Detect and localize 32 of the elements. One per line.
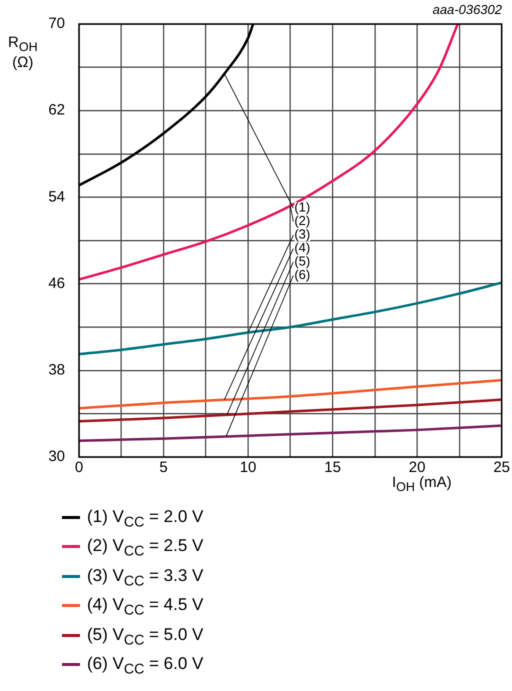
annotation: (5): [294, 254, 310, 269]
x-axis-title: I$_{OH}$ (mA): [392, 474, 452, 494]
line-series: [79, 424, 502, 442]
y-tick-label: 30: [48, 448, 65, 466]
legend-label: (4) V$_{CC}$ = 4.5 V: [86, 594, 204, 621]
x-tick-label: 20: [408, 459, 426, 476]
y-tick-label: 54: [48, 188, 65, 206]
y-tick-label: 70: [48, 15, 65, 32]
y-tick-label: 46: [48, 274, 65, 292]
legend-label: (6) V$_{CC}$ = 6.0 V: [86, 652, 204, 680]
line-series: [79, 398, 502, 423]
annotation: (4): [294, 240, 310, 256]
annotation: (2): [294, 213, 310, 228]
line-series: [79, 378, 502, 410]
legend-label: (1) V$_{CC}$ = 2.0 V: [86, 506, 204, 532]
x-tick-label: 0: [74, 459, 84, 476]
annotation: (6): [294, 267, 310, 282]
annotation: (1): [294, 200, 310, 215]
line-series: [79, 24, 459, 281]
x-tick-label: 25: [493, 459, 510, 476]
legend-label: (2) V$_{CC}$ = 2.5 V: [86, 535, 204, 562]
x-tick-label: 15: [324, 459, 341, 476]
y-axis-title: R$_{OH}$ (Ω): [8, 34, 38, 71]
x-tick-label: 5: [159, 459, 168, 476]
x-tick-label: 10: [240, 459, 256, 476]
legend-label: (5) V$_{CC}$ = 5.0 V: [86, 624, 204, 650]
y-tick-label: 38: [48, 362, 65, 379]
line-series: [79, 281, 502, 356]
annotation: (3): [294, 226, 310, 242]
text: aaa-036302: [432, 2, 502, 17]
legend-label: (3) V$_{CC}$ = 3.3 V: [86, 564, 204, 592]
y-tick-label: 62: [48, 102, 65, 119]
